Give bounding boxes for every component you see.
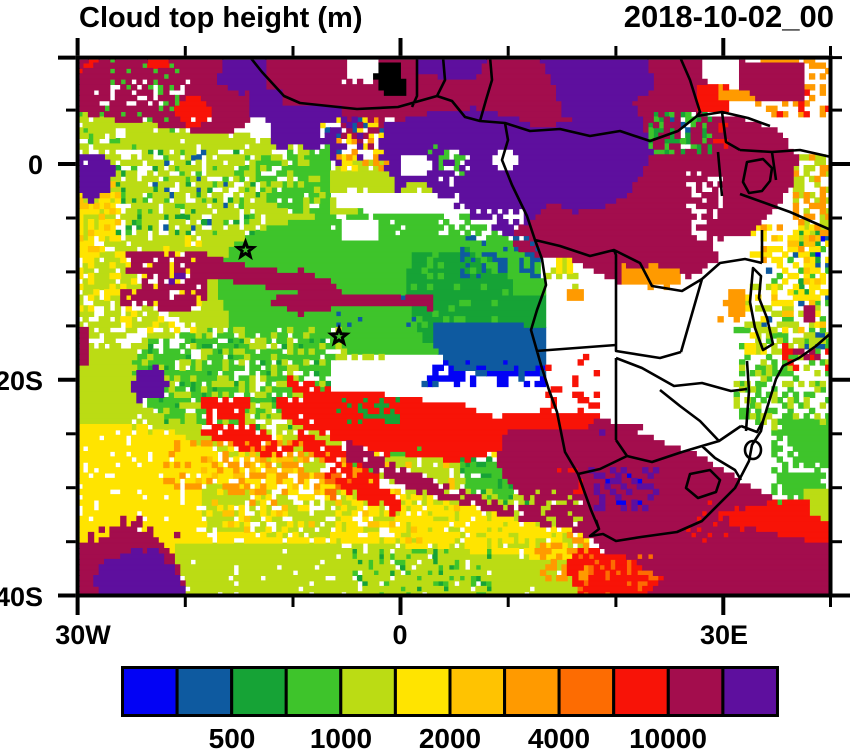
svg-text:500: 500 (209, 723, 256, 750)
svg-text:10000: 10000 (629, 723, 707, 750)
svg-text:1000: 1000 (310, 723, 372, 750)
svg-text:0: 0 (392, 620, 407, 650)
svg-text:40S: 40S (0, 582, 43, 612)
svg-text:Cloud top height (m): Cloud top height (m) (79, 2, 363, 34)
svg-text:30E: 30E (700, 620, 748, 650)
svg-text:20S: 20S (0, 366, 43, 396)
svg-text:2018-10-02_00: 2018-10-02_00 (624, 0, 834, 34)
svg-text:0: 0 (28, 150, 43, 180)
svg-text:4000: 4000 (528, 723, 590, 750)
svg-text:2000: 2000 (419, 723, 481, 750)
svg-text:30W: 30W (55, 620, 111, 650)
